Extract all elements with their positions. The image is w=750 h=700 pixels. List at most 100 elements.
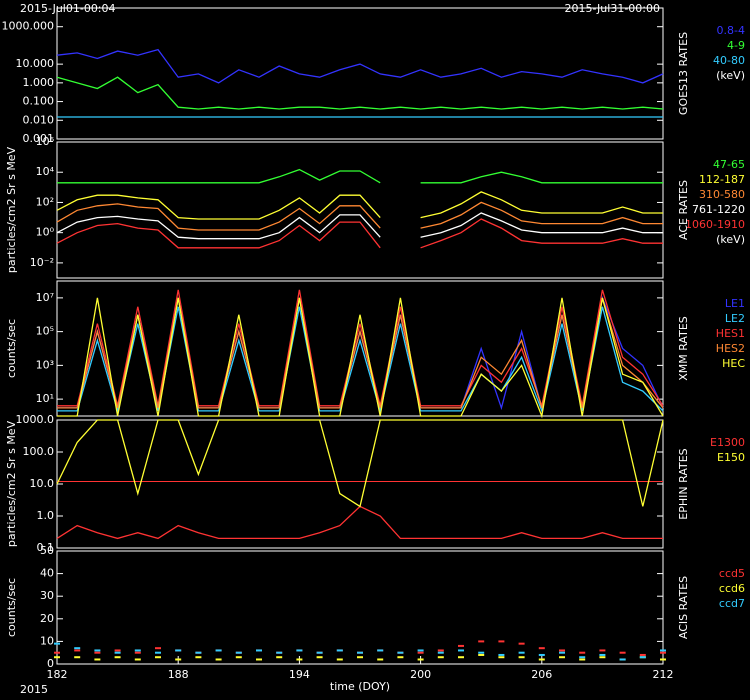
panel-frame xyxy=(56,7,664,140)
data-point xyxy=(397,656,404,659)
data-point xyxy=(498,653,505,656)
data-point xyxy=(195,656,202,659)
data-point xyxy=(478,653,485,656)
data-point xyxy=(377,649,384,652)
data-point xyxy=(114,656,121,659)
series-line xyxy=(56,76,664,110)
x-tick-label: 212 xyxy=(653,668,674,681)
data-point xyxy=(437,651,444,654)
y-tick-label: 10.000 xyxy=(16,57,55,70)
data-point xyxy=(74,647,81,650)
legend-entry: 310-580 xyxy=(699,188,745,201)
data-point xyxy=(336,649,343,652)
data-point xyxy=(417,649,424,652)
data-point xyxy=(256,658,262,661)
data-point xyxy=(397,651,404,654)
series-line xyxy=(56,212,663,240)
data-point xyxy=(114,651,121,654)
data-point xyxy=(215,658,222,661)
series-line xyxy=(57,297,664,419)
data-point xyxy=(235,656,242,659)
data-point xyxy=(316,656,323,659)
x-tick-label: 194 xyxy=(289,668,310,681)
data-point xyxy=(276,656,283,659)
data-point xyxy=(134,651,141,654)
legend-entry: 112-187 xyxy=(699,173,745,186)
data-point xyxy=(155,647,161,650)
y-tick-label: 10⁶ xyxy=(36,135,55,148)
y-tick-label: 30 xyxy=(40,589,54,602)
data-point xyxy=(599,656,606,659)
series-line xyxy=(57,306,664,414)
data-point xyxy=(538,658,545,661)
y-tick-label: 10 xyxy=(40,634,54,647)
y-tick-label: 1.000 xyxy=(23,76,55,89)
end-time: 2015-Jul31-00:00 xyxy=(564,2,660,15)
data-point xyxy=(478,640,485,643)
series-line xyxy=(57,168,663,184)
y-tick-label: 100.0 xyxy=(23,445,55,458)
data-point xyxy=(559,651,565,654)
series-line xyxy=(56,419,664,508)
data-point xyxy=(660,649,666,652)
x-tick-label: 206 xyxy=(531,668,552,681)
data-point xyxy=(559,656,565,659)
data-point xyxy=(357,656,363,659)
start-time: 2015-Jul01-00:04 xyxy=(20,2,116,15)
y-tick-label: 0 xyxy=(47,657,54,670)
y-axis-label: particles/cm2 Sr s MeV xyxy=(5,420,18,547)
data-point xyxy=(579,658,586,661)
y-axis-label: counts/sec xyxy=(5,319,18,378)
legend-entry: 0.8-4 xyxy=(717,24,745,37)
y-tick-label: 1.0 xyxy=(37,509,55,522)
data-point xyxy=(94,651,101,654)
y-tick-label: 10⁰ xyxy=(36,226,55,239)
panel-title: XMM RATES xyxy=(677,316,690,381)
x-tick-label: 200 xyxy=(410,668,431,681)
y-tick-label: 10⁻² xyxy=(30,256,54,269)
x-tick-label: 182 xyxy=(47,668,68,681)
y-tick-label: 0.001 xyxy=(23,132,55,145)
legend-entry: HEC xyxy=(722,357,745,370)
data-point xyxy=(538,653,545,656)
data-point xyxy=(417,651,424,654)
legend-entry: ccd7 xyxy=(719,597,745,610)
panel-title: ACE RATES xyxy=(677,180,690,240)
data-point xyxy=(215,649,222,652)
data-point xyxy=(114,649,121,652)
legend-entry: HES2 xyxy=(716,342,745,355)
series-line xyxy=(56,201,663,231)
legend-entry: LE2 xyxy=(725,312,745,325)
data-point xyxy=(417,658,424,661)
y-tick-label: 10.0 xyxy=(30,477,55,490)
series-line xyxy=(56,218,663,249)
y-tick-label: 0.1 xyxy=(37,541,55,554)
legend-entry: 761-1220 xyxy=(692,203,745,216)
x-axis-label: time (DOY) xyxy=(330,680,390,693)
data-point xyxy=(559,649,565,652)
data-point xyxy=(660,658,666,661)
year-label: 2015 xyxy=(20,683,48,696)
y-axis-label: counts/sec xyxy=(5,578,18,637)
data-point xyxy=(639,656,646,659)
y-tick-label: 10¹ xyxy=(36,392,54,405)
data-point xyxy=(599,653,606,656)
series-line xyxy=(57,297,664,409)
data-point xyxy=(256,649,262,652)
panel-title: GOES13 RATES xyxy=(677,32,690,115)
data-point xyxy=(498,640,505,643)
legend-entry: ccd6 xyxy=(719,582,745,595)
data-point xyxy=(518,651,525,654)
data-point xyxy=(276,651,283,654)
data-point xyxy=(134,649,141,652)
data-point xyxy=(296,658,303,661)
data-point xyxy=(478,651,485,654)
data-point xyxy=(94,658,101,661)
panel-title: ACIS RATES xyxy=(677,576,690,639)
data-point xyxy=(155,651,161,654)
y-axis-label: particles/cm2 Sr s MeV xyxy=(5,146,18,273)
y-tick-label: 10⁷ xyxy=(36,291,54,304)
